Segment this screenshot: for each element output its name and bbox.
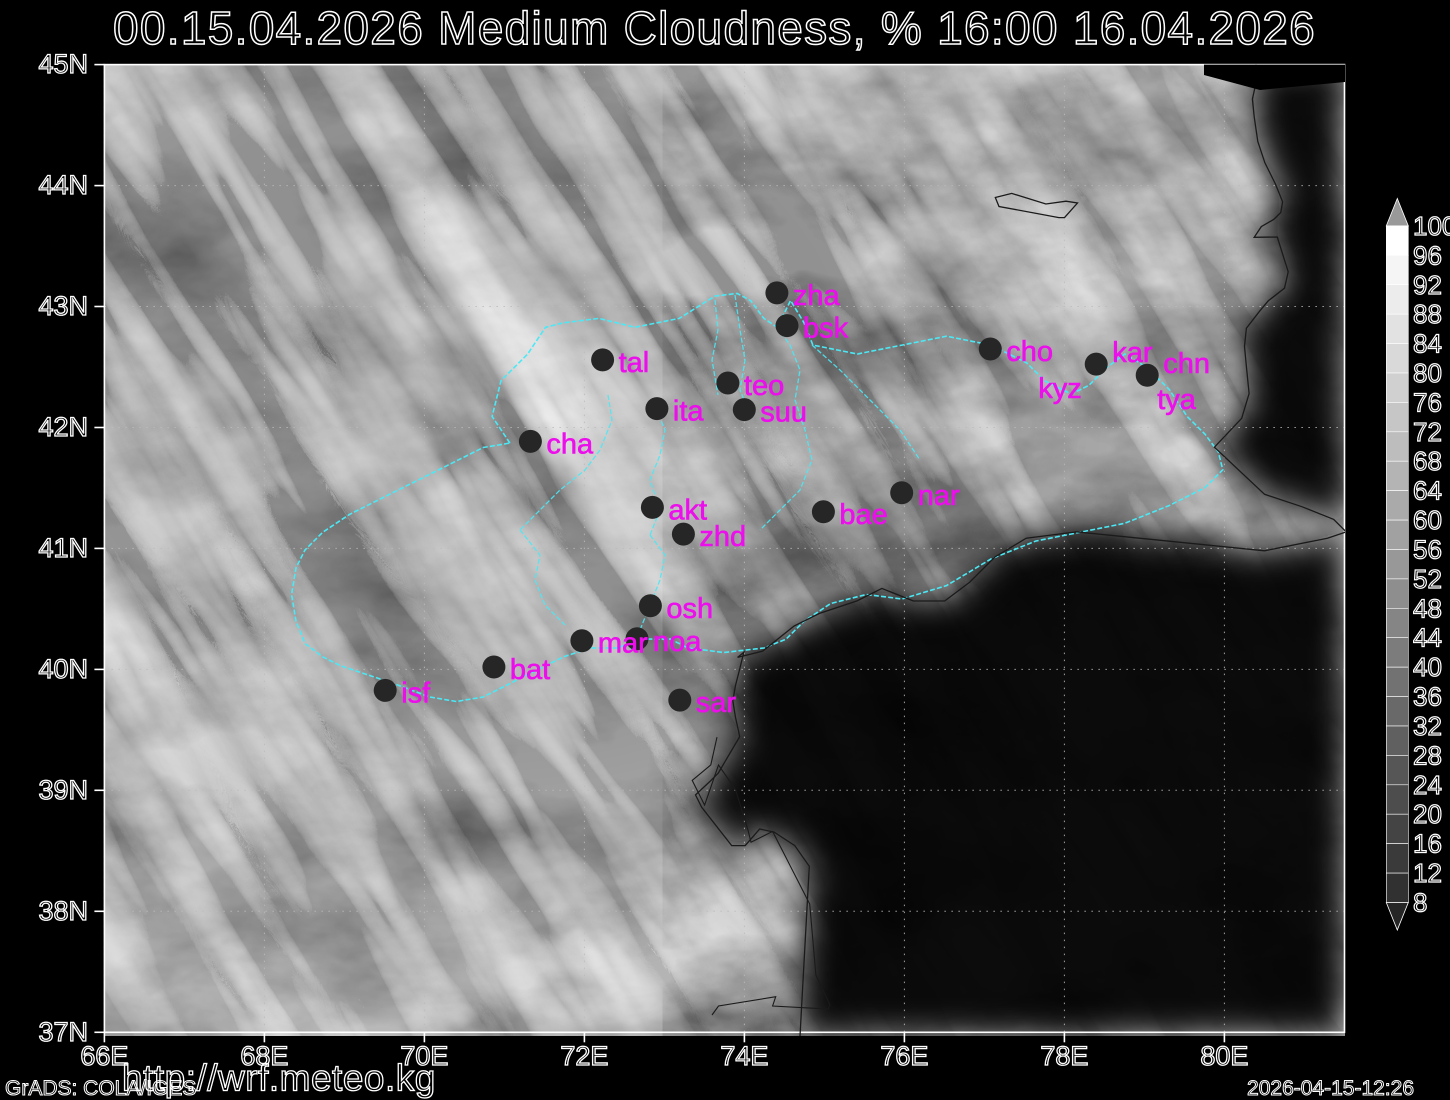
- svg-text:sar: sar: [696, 687, 737, 719]
- svg-text:88: 88: [1413, 299, 1442, 329]
- svg-text:28: 28: [1413, 740, 1442, 770]
- svg-text:kar: kar: [1112, 337, 1153, 369]
- svg-text:80E: 80E: [1200, 1041, 1248, 1071]
- svg-text:68E: 68E: [240, 1041, 288, 1071]
- svg-text:56: 56: [1413, 535, 1442, 565]
- svg-text:isf: isf: [401, 677, 431, 709]
- svg-text:40N: 40N: [38, 654, 88, 684]
- svg-text:16: 16: [1413, 829, 1442, 859]
- svg-text:zhd: zhd: [699, 521, 746, 553]
- svg-text:12: 12: [1413, 858, 1442, 888]
- svg-text:72: 72: [1413, 417, 1442, 447]
- svg-text:44: 44: [1413, 623, 1442, 653]
- svg-text:20: 20: [1413, 799, 1442, 829]
- svg-text:44N: 44N: [38, 170, 88, 200]
- svg-text:suu: suu: [760, 397, 807, 429]
- svg-text:24: 24: [1413, 770, 1442, 800]
- svg-text:osh: osh: [666, 593, 713, 625]
- svg-text:37N: 37N: [38, 1017, 88, 1047]
- svg-text:39N: 39N: [38, 775, 88, 805]
- svg-text:92: 92: [1413, 270, 1442, 300]
- svg-text:2026-04-15-12:26: 2026-04-15-12:26: [1247, 1077, 1414, 1100]
- svg-text:00.15.04.2026 Medium Cloudne: 00.15.04.2026 Medium Cloudness, % 16:00 …: [113, 2, 1316, 54]
- svg-text:42N: 42N: [38, 412, 88, 442]
- svg-text:72E: 72E: [560, 1041, 608, 1071]
- svg-text:45N: 45N: [38, 49, 88, 79]
- svg-text:80: 80: [1413, 358, 1442, 388]
- svg-text:48: 48: [1413, 593, 1442, 623]
- svg-text:96: 96: [1413, 240, 1442, 270]
- svg-text:43N: 43N: [38, 291, 88, 321]
- svg-text:76E: 76E: [880, 1041, 928, 1071]
- svg-text:ita: ita: [673, 396, 705, 428]
- svg-text:70E: 70E: [400, 1041, 448, 1071]
- svg-text:bat: bat: [510, 654, 550, 686]
- svg-text:chn: chn: [1163, 348, 1210, 380]
- svg-text:cha: cha: [546, 428, 594, 460]
- svg-text:kyz: kyz: [1038, 373, 1082, 405]
- svg-text:40: 40: [1413, 652, 1442, 682]
- svg-text:76: 76: [1413, 387, 1442, 417]
- svg-text:bae: bae: [839, 499, 887, 531]
- svg-text:nar: nar: [918, 480, 960, 512]
- svg-text:64: 64: [1413, 476, 1442, 506]
- svg-text:52: 52: [1413, 564, 1442, 594]
- svg-text:bsk: bsk: [803, 313, 849, 345]
- svg-text:32: 32: [1413, 711, 1442, 741]
- svg-text:84: 84: [1413, 329, 1442, 359]
- svg-text:78E: 78E: [1040, 1041, 1088, 1071]
- svg-text:68: 68: [1413, 446, 1442, 476]
- svg-text:cho: cho: [1006, 336, 1053, 368]
- svg-text:36: 36: [1413, 682, 1442, 712]
- svg-text:mar: mar: [598, 628, 648, 660]
- svg-text:38N: 38N: [38, 896, 88, 926]
- svg-text:tya: tya: [1157, 384, 1197, 416]
- svg-text:8: 8: [1413, 888, 1427, 918]
- svg-text:noa: noa: [653, 626, 702, 658]
- svg-text:60: 60: [1413, 505, 1442, 535]
- svg-text:tal: tal: [619, 347, 650, 379]
- svg-text:100: 100: [1413, 211, 1450, 241]
- svg-text:41N: 41N: [38, 533, 88, 563]
- svg-text:74E: 74E: [720, 1041, 768, 1071]
- svg-text:zha: zha: [793, 280, 841, 312]
